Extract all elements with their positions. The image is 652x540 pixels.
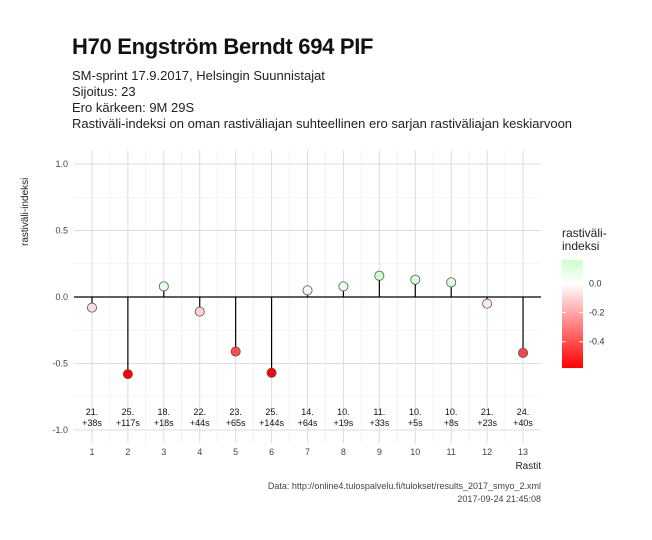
x-tick-label: 13 [518, 447, 528, 457]
split-rank-label: 25. [122, 407, 135, 417]
split-rank-label: 11. [373, 407, 385, 417]
split-rank-label: 10. [409, 407, 422, 417]
subtitle-rank: Sijoitus: 23 [72, 84, 136, 99]
lollipop-point [122, 369, 133, 380]
y-tick-label: 0.0 [55, 292, 68, 302]
x-tick-label: 6 [269, 447, 274, 457]
split-diff-label: +18s [154, 418, 174, 428]
split-rank-label: 14. [301, 407, 314, 417]
x-tick-label: 12 [482, 447, 492, 457]
split-rank-label: 21. [481, 407, 494, 417]
split-rank-label: 24. [517, 407, 530, 417]
split-rank-label: 10. [337, 407, 350, 417]
subtitle-gap: Ero kärkeen: 9M 29S [72, 100, 195, 115]
split-diff-label: +117s [116, 418, 141, 428]
legend-title-line1: rastiväli- [562, 226, 607, 240]
lollipop-point [194, 306, 205, 317]
split-diff-label: +5s [408, 418, 423, 428]
split-diff-label: +38s [82, 418, 102, 428]
subtitle-event: SM-sprint 17.9.2017, Helsingin Suunnista… [72, 68, 325, 83]
x-axis-label: Rastit [515, 461, 541, 472]
x-tick-label: 7 [305, 447, 310, 457]
split-diff-label: +65s [226, 418, 246, 428]
lollipop-point [302, 285, 313, 296]
x-tick-label: 9 [377, 447, 382, 457]
split-rank-label: 18. [158, 407, 171, 417]
x-tick-label: 2 [125, 447, 130, 457]
lollipop-point [230, 346, 241, 357]
split-diff-label: +19s [334, 418, 354, 428]
lollipop-point [446, 277, 457, 288]
data-source-caption: Data: http://online4.tulospalvelu.fi/tul… [267, 481, 541, 491]
split-rank-label: 25. [265, 407, 278, 417]
split-diff-label: +23s [477, 418, 497, 428]
legend-title-line2: indeksi [562, 239, 600, 253]
x-tick-label: 1 [89, 447, 94, 457]
legend-colorbar [562, 260, 583, 368]
x-tick-label: 10 [410, 447, 420, 457]
split-diff-label: +33s [369, 418, 389, 428]
x-tick-label: 8 [341, 447, 346, 457]
lollipop-point [86, 302, 97, 313]
legend-tick-label: -0.2 [589, 308, 605, 318]
legend-tick-label: -0.4 [589, 337, 605, 347]
lollipop-point [338, 281, 349, 292]
lollipop-point [482, 298, 493, 309]
split-rank-label: 23. [229, 407, 242, 417]
y-tick-label: 1.0 [55, 159, 68, 169]
legend-title: rastiväli- indeksi [562, 227, 607, 253]
split-diff-label: +44s [190, 418, 210, 428]
x-tick-label: 3 [161, 447, 166, 457]
chart-title: H70 Engström Berndt 694 PIF [72, 34, 374, 59]
split-rank-label: 22. [193, 407, 206, 417]
split-rank-label: 10. [445, 407, 458, 417]
lollipop-point [266, 367, 277, 378]
subtitle-description: Rastiväli-indeksi on oman rastiväliajan … [72, 116, 573, 131]
x-tick-label: 4 [197, 447, 202, 457]
split-diff-label: +144s [259, 418, 284, 428]
legend-tick-label: 0.0 [589, 278, 602, 288]
split-rank-label: 21. [86, 407, 99, 417]
split-diff-label: +8s [444, 418, 459, 428]
split-diff-label: +64s [298, 418, 318, 428]
lollipop-point [518, 347, 529, 358]
timestamp-caption: 2017-09-24 21:45:08 [457, 494, 541, 504]
y-tick-label: -1.0 [52, 425, 68, 435]
y-tick-label: 0.5 [55, 226, 68, 236]
lollipop-point [374, 270, 385, 281]
x-tick-label: 11 [447, 447, 456, 457]
y-tick-label: -0.5 [52, 359, 68, 369]
lollipop-point [410, 274, 421, 285]
lollipop-point [158, 281, 169, 292]
x-tick-label: 5 [233, 447, 238, 457]
split-diff-label: +40s [513, 418, 533, 428]
